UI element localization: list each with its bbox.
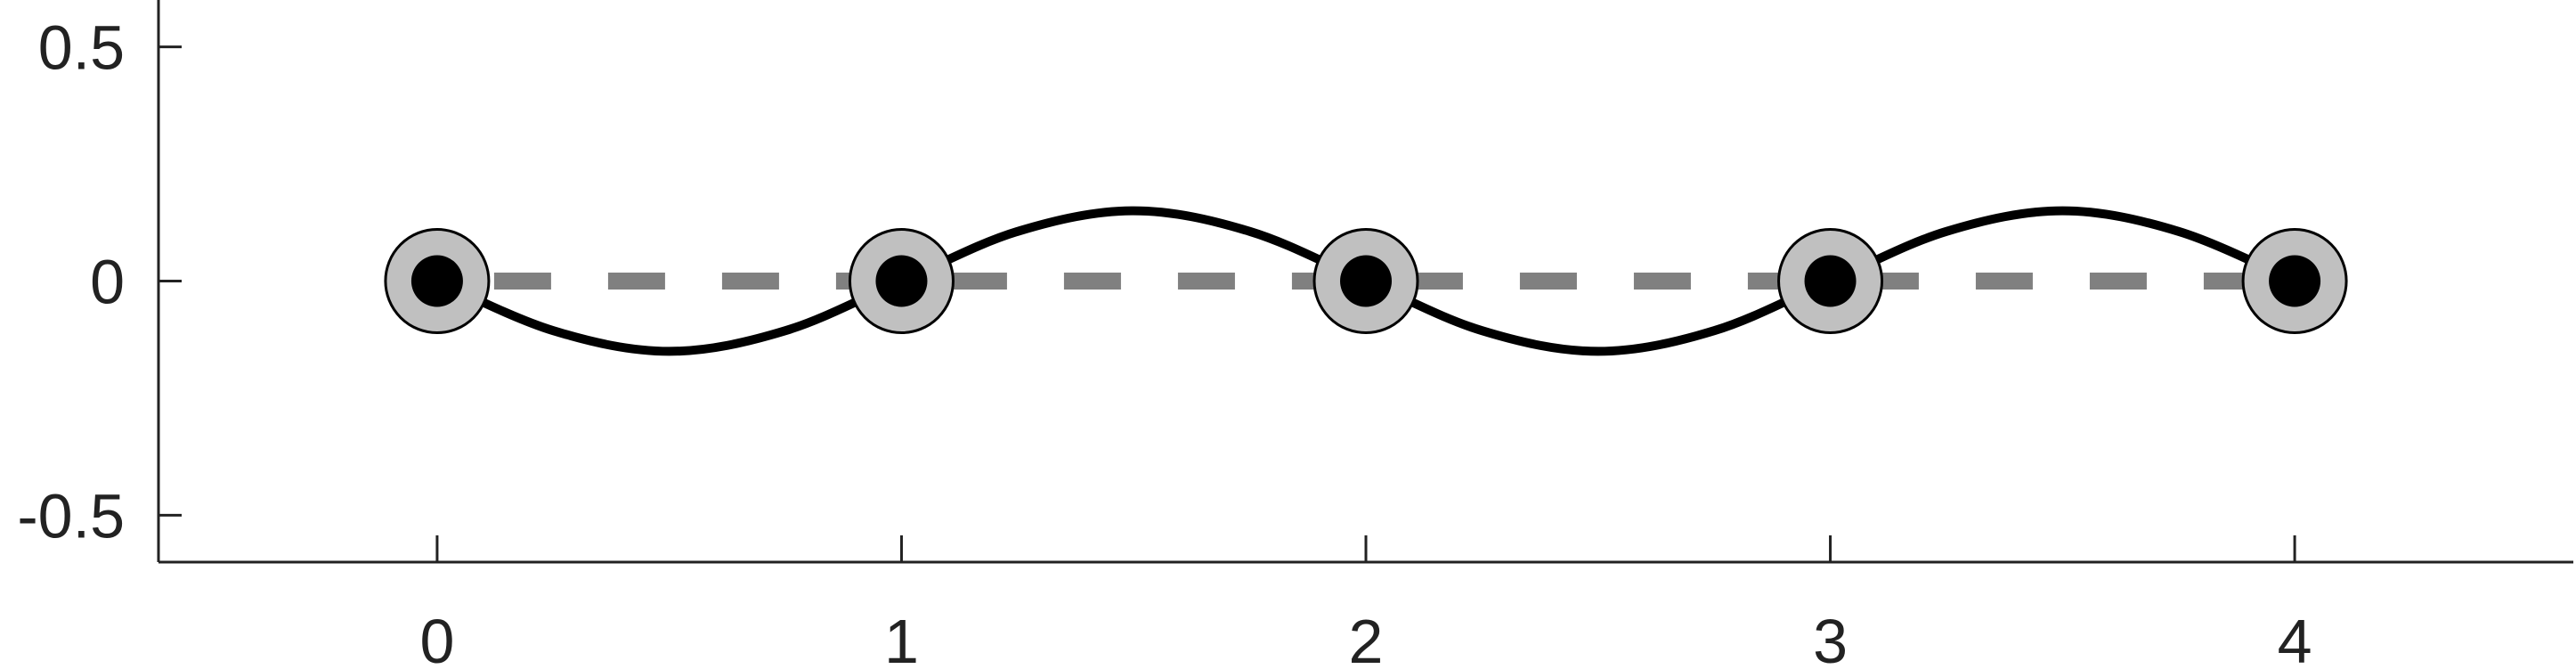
node-inner-dot	[2269, 255, 2321, 307]
tick-labels: 0.5 0 -0.5 0 1 2 3 4	[17, 13, 2312, 669]
node-inner-dot	[410, 255, 463, 307]
y-tick-label: 0	[90, 248, 125, 317]
y-tick-label: -0.5	[17, 481, 125, 551]
node-marker	[848, 228, 955, 334]
x-tick-label: 2	[1349, 607, 1384, 669]
node-marker	[384, 228, 491, 334]
node-inner-dot	[1340, 255, 1392, 307]
node-inner-dot	[1804, 255, 1857, 307]
node-marker	[1777, 228, 1884, 334]
x-tick-label: 0	[419, 607, 454, 669]
x-tick-label: 4	[2278, 607, 2312, 669]
node-marker	[2241, 228, 2348, 334]
node-marker	[1312, 228, 1419, 334]
y-tick-label: 0.5	[38, 13, 125, 83]
x-tick-label: 3	[1813, 607, 1848, 669]
node-inner-dot	[875, 255, 928, 307]
axes	[157, 0, 2573, 564]
marker-layer	[384, 228, 2348, 334]
x-tick-label: 1	[884, 607, 919, 669]
